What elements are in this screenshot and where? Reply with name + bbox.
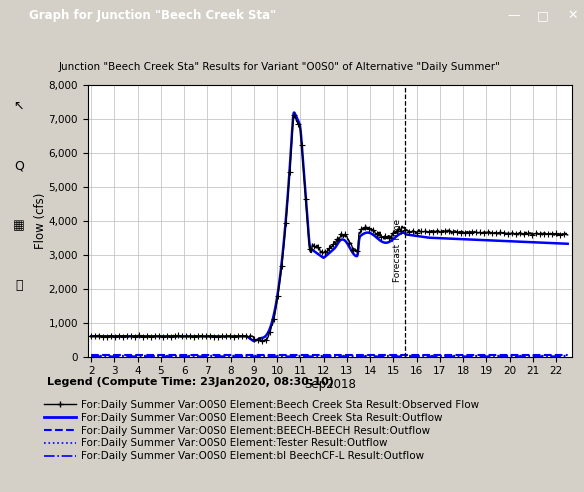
For:Daily Summer Var:O0S0 Element:Beech Creek Sta Result:Outflow [170,334,177,339]
For:Daily Summer Var:O0S0 Element:Tester Result:Outflow [88,353,95,359]
For:Daily Summer Var:O0S0 Element:BEECH-BEECH Result:Outflow [564,352,571,358]
For:Daily Summer Var:O0S0 Element:Tester Result:Outflow [503,353,510,359]
For:Daily Summer Var:O0S0 Element:Beech Creek Sta Result:Outflow [291,110,298,116]
Text: Q: Q [14,160,24,173]
Text: ⎙: ⎙ [15,279,23,292]
Text: ▦: ▦ [13,219,25,233]
For:Daily Summer Var:O0S0 Element:bl BeechCF-L Result:Outflow [291,353,298,359]
For:Daily Summer Var:O0S0 Element:Tester Result:Outflow [270,353,277,359]
For:Daily Summer Var:O0S0 Element:bl BeechCF-L Result:Outflow [170,353,177,359]
For:Daily Summer Var:O0S0 Element:Tester Result:Outflow [555,353,562,359]
For:Daily Summer Var:O0S0 Element:BEECH-BEECH Result:Outflow [555,352,562,358]
Legend: For:Daily Summer Var:O0S0 Element:Beech Creek Sta Result:Observed Flow, For:Dail: For:Daily Summer Var:O0S0 Element:Beech … [40,396,483,465]
For:Daily Summer Var:O0S0 Element:bl BeechCF-L Result:Outflow [142,353,149,359]
For:Daily Summer Var:O0S0 Element:bl BeechCF-L Result:Outflow [270,353,277,359]
For:Daily Summer Var:O0S0 Element:Tester Result:Outflow [170,353,177,359]
For:Daily Summer Var:O0S0 Element:bl BeechCF-L Result:Outflow [503,353,510,359]
For:Daily Summer Var:O0S0 Element:bl BeechCF-L Result:Outflow [564,353,571,359]
For:Daily Summer Var:O0S0 Element:BEECH-BEECH Result:Outflow [503,352,510,358]
Text: Graph for Junction "Beech Creek Sta": Graph for Junction "Beech Creek Sta" [29,9,276,22]
For:Daily Summer Var:O0S0 Element:Tester Result:Outflow [564,353,571,359]
For:Daily Summer Var:O0S0 Element:Beech Creek Sta Result:Outflow [270,311,277,317]
For:Daily Summer Var:O0S0 Element:Beech Creek Sta Result:Observed Flow [142,334,149,340]
Text: Legend (Compute Time: 23Jan2020, 08:30:10): Legend (Compute Time: 23Jan2020, 08:30:1… [47,377,333,387]
Line: For:Daily Summer Var:O0S0 Element:Beech Creek Sta Result:Outflow: For:Daily Summer Var:O0S0 Element:Beech … [91,113,568,341]
For:Daily Summer Var:O0S0 Element:BEECH-BEECH Result:Outflow [270,352,277,358]
For:Daily Summer Var:O0S0 Element:Beech Creek Sta Result:Observed Flow [555,231,562,237]
For:Daily Summer Var:O0S0 Element:BEECH-BEECH Result:Outflow [170,352,177,358]
Text: ✕: ✕ [567,9,578,22]
For:Daily Summer Var:O0S0 Element:BEECH-BEECH Result:Outflow [291,352,298,358]
For:Daily Summer Var:O0S0 Element:Beech Creek Sta Result:Outflow [88,334,95,339]
For:Daily Summer Var:O0S0 Element:Beech Creek Sta Result:Outflow [291,110,298,116]
Text: ↖: ↖ [14,100,24,113]
For:Daily Summer Var:O0S0 Element:BEECH-BEECH Result:Outflow [142,352,149,358]
For:Daily Summer Var:O0S0 Element:Beech Creek Sta Result:Observed Flow [88,333,95,339]
Line: For:Daily Summer Var:O0S0 Element:Beech Creek Sta Result:Observed Flow: For:Daily Summer Var:O0S0 Element:Beech … [88,112,571,345]
Text: □: □ [537,9,549,22]
For:Daily Summer Var:O0S0 Element:Beech Creek Sta Result:Observed Flow [564,232,571,238]
Text: Junction "Beech Creek Sta" Results for Variant "O0S0" of Alternative "Daily Summ: Junction "Beech Creek Sta" Results for V… [58,62,500,72]
For:Daily Summer Var:O0S0 Element:Beech Creek Sta Result:Observed Flow [259,339,266,345]
For:Daily Summer Var:O0S0 Element:bl BeechCF-L Result:Outflow [555,353,562,359]
For:Daily Summer Var:O0S0 Element:Beech Creek Sta Result:Observed Flow [170,333,177,338]
For:Daily Summer Var:O0S0 Element:Beech Creek Sta Result:Outflow [564,241,571,246]
Text: Forecast Time: Forecast Time [393,219,402,282]
X-axis label: Sep2018: Sep2018 [304,378,356,391]
For:Daily Summer Var:O0S0 Element:Beech Creek Sta Result:Outflow [555,241,562,246]
For:Daily Summer Var:O0S0 Element:Beech Creek Sta Result:Observed Flow [504,231,511,237]
For:Daily Summer Var:O0S0 Element:Beech Creek Sta Result:Observed Flow [270,316,277,322]
For:Daily Summer Var:O0S0 Element:Tester Result:Outflow [291,353,298,359]
For:Daily Summer Var:O0S0 Element:bl BeechCF-L Result:Outflow [88,353,95,359]
Text: —: — [507,9,520,22]
For:Daily Summer Var:O0S0 Element:Beech Creek Sta Result:Outflow [142,334,149,339]
For:Daily Summer Var:O0S0 Element:Beech Creek Sta Result:Outflow [251,338,258,344]
For:Daily Summer Var:O0S0 Element:Tester Result:Outflow [142,353,149,359]
For:Daily Summer Var:O0S0 Element:Beech Creek Sta Result:Observed Flow [290,112,297,118]
For:Daily Summer Var:O0S0 Element:BEECH-BEECH Result:Outflow [88,352,95,358]
Y-axis label: Flow (cfs): Flow (cfs) [34,192,47,249]
For:Daily Summer Var:O0S0 Element:Beech Creek Sta Result:Outflow [504,238,511,244]
For:Daily Summer Var:O0S0 Element:Beech Creek Sta Result:Observed Flow [291,114,298,120]
